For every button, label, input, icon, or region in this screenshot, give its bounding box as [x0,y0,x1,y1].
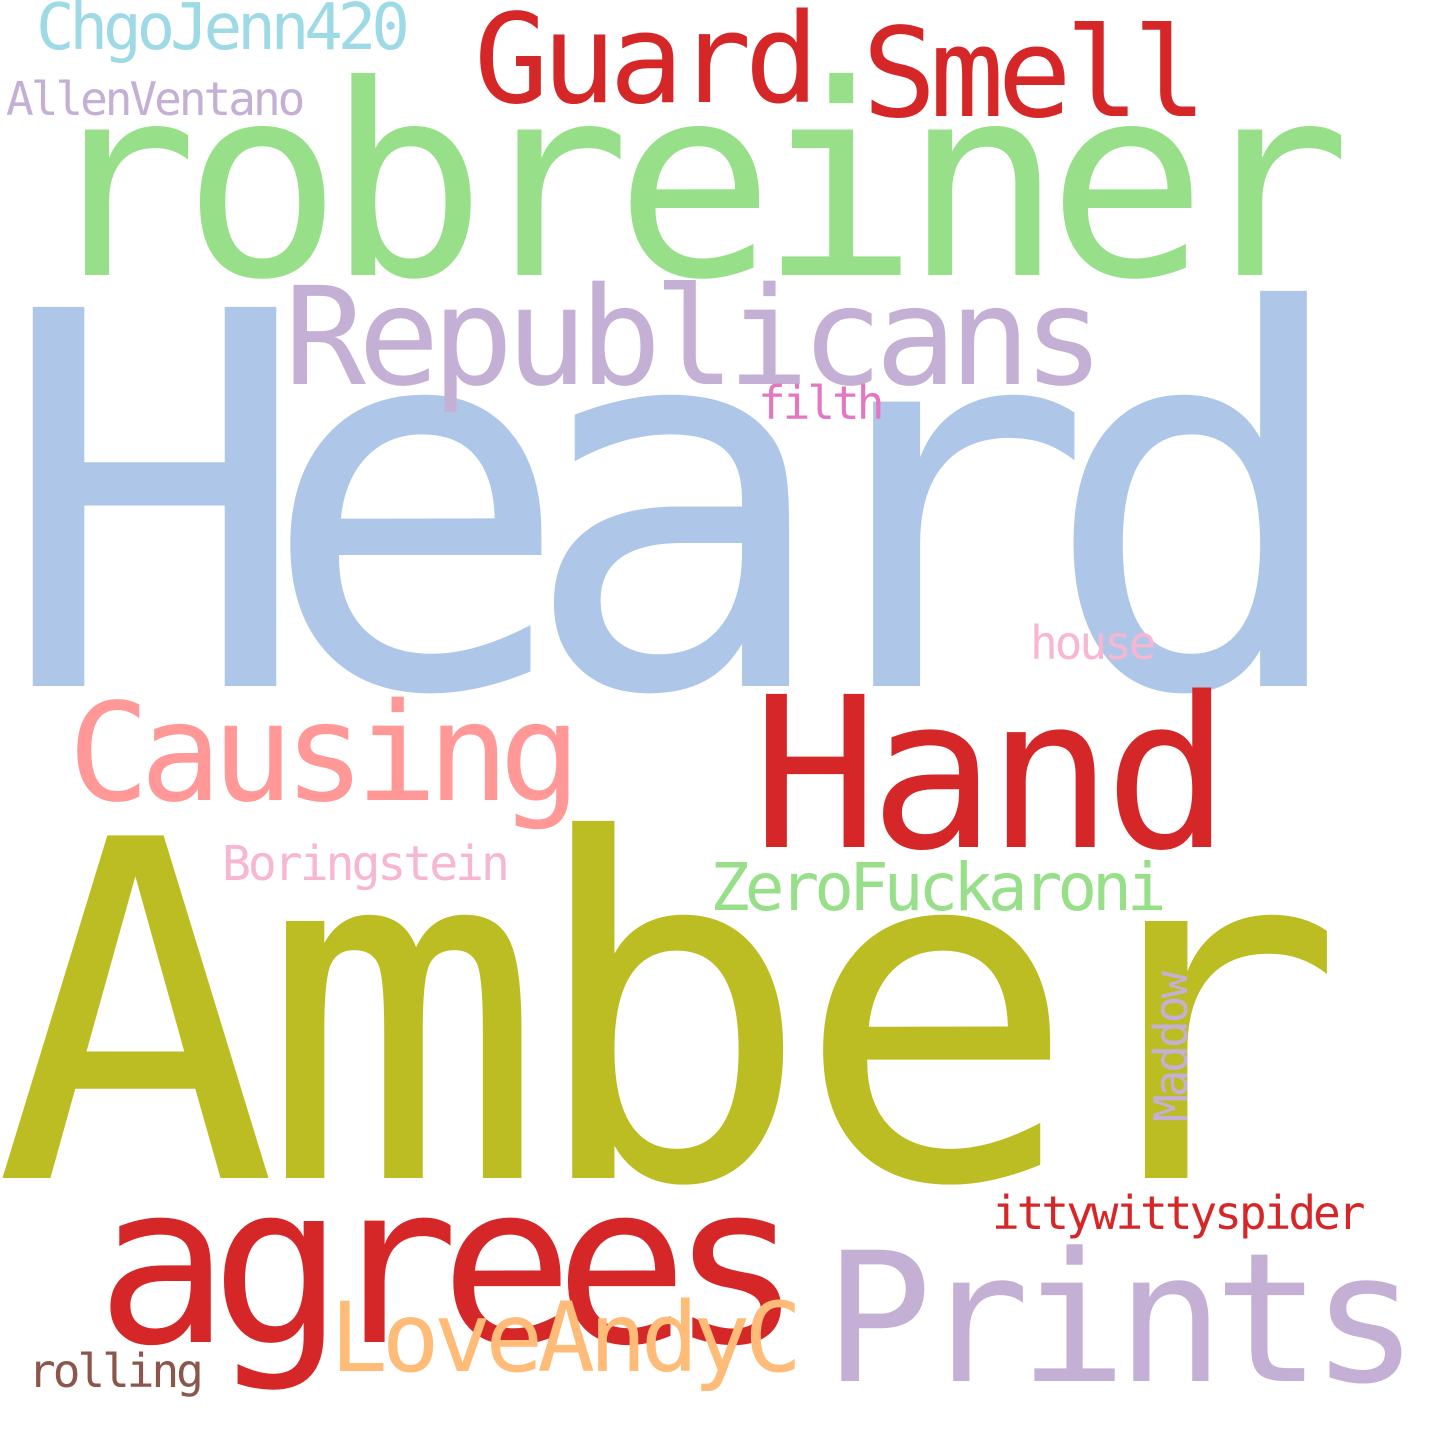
word-hand: Hand [752,652,1231,897]
word-house: house [1030,616,1156,670]
word-heard: Heard [0,203,1355,809]
word-chgojenn420: ChgoJenn420 [36,0,410,65]
word-prints: Prints [824,1215,1419,1424]
word-rolling: rolling [28,1344,204,1398]
word-ittywittyspider: ittywittyspider [992,1186,1365,1240]
word-amber: Amber [0,742,1345,1289]
word-loveandyc: LoveAndyC [330,1282,802,1394]
word-robreiner: robreiner [38,28,1351,338]
word-republicans: Republicans [284,259,1105,417]
word-zerofuckaroni: ZeroFuckaroni [710,849,1167,926]
word-smell: Smell [862,2,1207,146]
word-maddow: Maddow [1144,973,1198,1122]
word-agrees: agrees [96,1137,803,1395]
word-causing: Causing [68,675,581,833]
word-filth: filth [758,376,884,430]
word-allenventano: AllenVentano [6,72,305,126]
word-guard: Guard [474,0,819,132]
word-boringstein: Boringstein [222,836,510,892]
